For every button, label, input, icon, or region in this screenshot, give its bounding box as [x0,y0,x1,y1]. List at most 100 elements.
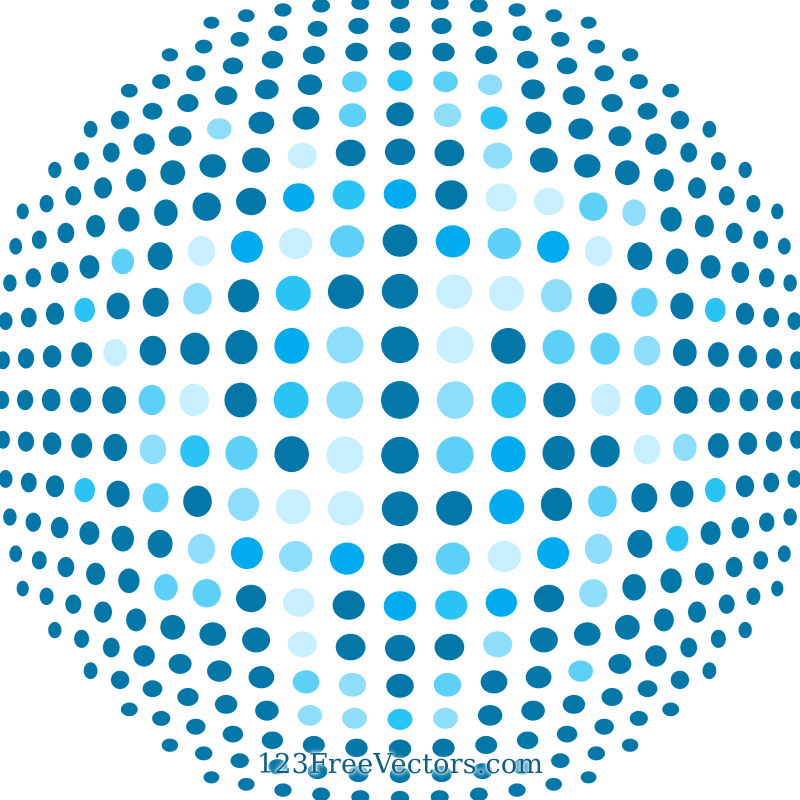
halftone-dot [0,430,10,449]
halftone-dot [307,763,328,780]
halftone-dot [688,177,706,199]
halftone-dot [42,432,62,455]
halftone-dot [516,731,539,750]
halftone-dot [79,255,100,279]
halftone-dot [670,110,690,130]
halftone-dot [705,477,726,503]
halftone-dot [384,138,416,166]
halftone-dot [622,199,646,226]
halftone-dot [746,195,761,213]
halftone-dot [42,345,62,368]
halftone-dot [0,351,10,370]
halftone-dot [335,633,366,661]
halftone-dot [20,307,37,328]
halftone-dot [17,348,35,369]
halftone-dot [759,512,775,532]
halftone-dot [106,292,130,320]
halftone-dot [436,436,474,474]
halftone-dot [587,39,605,54]
halftone-dot [147,242,173,271]
halftone-dot [485,588,517,617]
halftone-dot [3,508,17,526]
halftone-dot [621,48,639,62]
halftone-dot [653,608,674,632]
halftone-dot [3,274,17,292]
halftone-dot [79,521,100,545]
halftone-dot [297,705,323,726]
halftone-dot [203,16,220,29]
halftone-dot [430,790,449,800]
halftone-dot [57,222,75,244]
halftone-dot [738,161,752,179]
halftone-dot [433,71,458,93]
halftone-dot [738,621,752,639]
halftone-dot [521,79,545,100]
halftone-dot [436,491,473,526]
halftone-dot [199,622,226,646]
halftone-dot [710,152,726,171]
halftone-dot [672,433,697,462]
halftone-dot [382,224,418,257]
halftone-dot [345,42,368,62]
halftone-dot [345,738,368,758]
halftone-dot [152,74,171,90]
halftone-dot [39,195,54,213]
halftone-dot [660,568,682,593]
halftone-dot [192,192,221,221]
halftone-dot [672,338,697,367]
halftone-dot [435,542,471,575]
halftone-dot [274,783,292,797]
halftone-dot [381,491,419,527]
halftone-dot [302,735,325,755]
halftone-dot [48,621,62,639]
halftone-dot [86,214,106,238]
halftone-dot [225,435,258,471]
halftone-dot [387,70,413,92]
halftone-dot [529,627,558,653]
halftone-dot [666,525,689,552]
halftone-dot [389,17,411,34]
halftone-dot [110,670,130,690]
halftone-dot [637,680,658,698]
halftone-dot [179,383,209,417]
halftone-dot [470,0,488,13]
halftone-dot [633,335,661,366]
halftone-dot [574,622,601,646]
halftone-dot [154,199,178,226]
halftone-dot [436,274,473,310]
halftone-dot [225,329,258,365]
halftone-dot [637,102,658,120]
halftone-dot [152,710,171,726]
halftone-dot [297,74,323,95]
halftone-dot [487,540,521,573]
halftone-dot [739,388,759,412]
halftone-dot [383,591,417,621]
halftone-dot [180,332,210,365]
halftone-dot [287,142,317,169]
halftone-dot [783,274,797,292]
halftone-dot [480,106,508,130]
halftone-dot [268,759,288,775]
halftone-dot [9,238,23,255]
halftone-dot [50,516,69,539]
halftone-dot [287,631,317,658]
halftone-dot [381,326,419,364]
halftone-dot [186,65,206,82]
halftone-dot [39,587,54,605]
halftone-dot [25,512,41,532]
halftone-dot [177,688,199,706]
halftone-dot [568,660,593,682]
halftone-dot [71,433,93,458]
halftone-dot [700,255,721,279]
halftone-dot [551,753,570,769]
halftone-dot [666,248,689,275]
halftone-dot [207,118,232,140]
halftone-dot [283,183,315,212]
halftone-dot [529,147,558,173]
halftone-dot [790,351,800,370]
halftone-dot [766,389,784,411]
halftone-dot [50,261,69,284]
halftone-dot [65,186,82,206]
halftone-dot [186,718,206,735]
halftone-dot [472,20,493,37]
